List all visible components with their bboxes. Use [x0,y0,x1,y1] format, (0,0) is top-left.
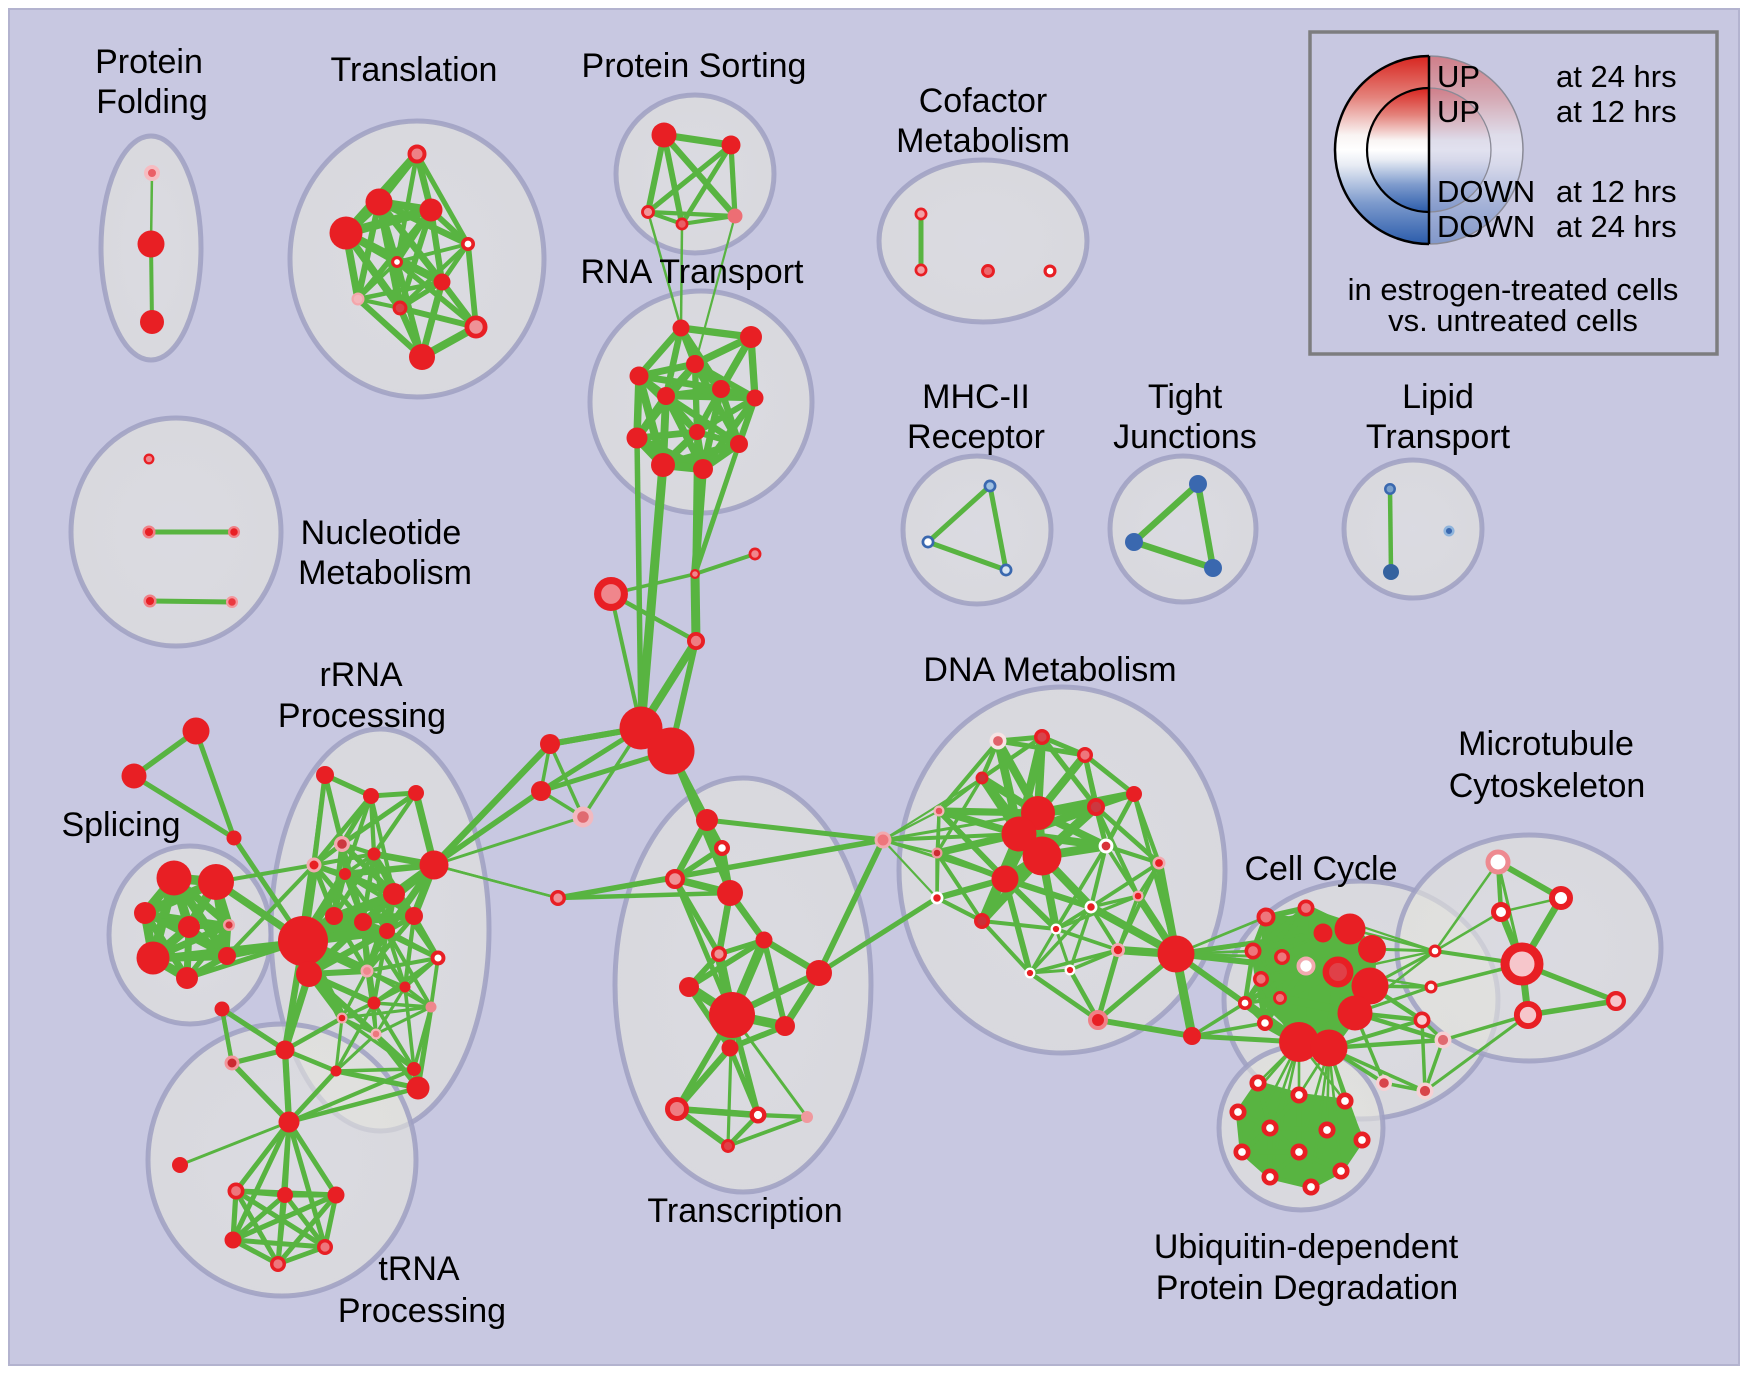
svg-text:Translation: Translation [331,51,498,89]
svg-text:Processing: Processing [338,1292,506,1330]
svg-text:Metabolism: Metabolism [298,554,472,592]
svg-text:Tight: Tight [1148,378,1223,416]
svg-text:rRNA: rRNA [319,656,402,694]
svg-text:Metabolism: Metabolism [896,122,1070,160]
svg-text:at 12 hrs: at 12 hrs [1556,94,1677,129]
svg-text:Junctions: Junctions [1113,418,1257,456]
svg-text:Splicing: Splicing [61,806,180,844]
svg-text:DNA Metabolism: DNA Metabolism [923,651,1176,689]
svg-text:tRNA: tRNA [378,1250,460,1288]
svg-text:Lipid: Lipid [1402,378,1474,416]
svg-text:at 12 hrs: at 12 hrs [1556,174,1677,209]
svg-text:at 24 hrs: at 24 hrs [1556,59,1677,94]
svg-text:DOWN: DOWN [1437,209,1535,244]
svg-text:Protein Sorting: Protein Sorting [582,47,807,85]
svg-text:Protein Degradation: Protein Degradation [1156,1269,1458,1307]
svg-text:Ubiquitin-dependent: Ubiquitin-dependent [1154,1228,1459,1266]
svg-text:Folding: Folding [96,83,208,121]
svg-text:Transport: Transport [1366,418,1511,456]
svg-text:Receptor: Receptor [907,418,1045,456]
svg-text:Microtubule: Microtubule [1458,725,1634,763]
svg-text:Processing: Processing [278,697,446,735]
svg-text:Cell Cycle: Cell Cycle [1244,850,1397,888]
svg-text:Protein: Protein [95,43,203,81]
svg-text:vs. untreated cells: vs. untreated cells [1388,303,1638,338]
svg-text:DOWN: DOWN [1437,174,1535,209]
svg-text:UP: UP [1437,59,1480,94]
svg-text:Cofactor: Cofactor [919,82,1048,120]
svg-text:in estrogen-treated cells: in estrogen-treated cells [1348,272,1679,307]
svg-text:Cytoskeleton: Cytoskeleton [1449,767,1646,805]
svg-text:MHC-II: MHC-II [922,378,1030,416]
svg-text:RNA Transport: RNA Transport [581,253,805,291]
svg-text:at 24 hrs: at 24 hrs [1556,209,1677,244]
svg-text:Transcription: Transcription [647,1192,842,1230]
svg-text:Nucleotide: Nucleotide [301,514,462,552]
svg-text:UP: UP [1437,94,1480,129]
